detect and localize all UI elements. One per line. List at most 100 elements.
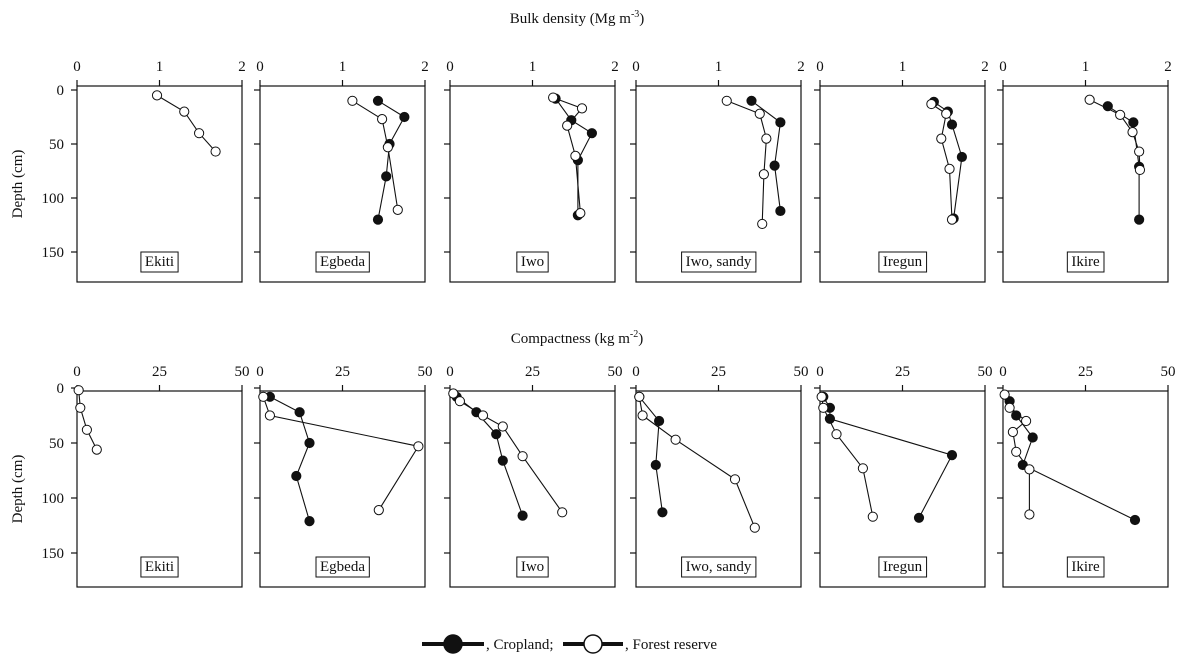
forest-point [941, 108, 952, 119]
forest-point [761, 133, 772, 144]
x-tick-label: 50 [1161, 364, 1176, 380]
cropland-point [946, 119, 958, 130]
forest-point [758, 169, 769, 180]
forest-line [726, 100, 767, 224]
x-tick-label: 0 [446, 364, 454, 380]
x-tick-label: 0 [73, 59, 81, 75]
forest-point [1024, 509, 1035, 520]
x-tick-label: 0 [256, 364, 264, 380]
x-tick-label: 2 [981, 59, 989, 75]
forest-point [392, 204, 403, 215]
x-tick-label: 0 [256, 59, 264, 75]
cropland-line [269, 396, 311, 522]
cropland-point [913, 512, 925, 523]
x-tick-label: 2 [421, 59, 429, 75]
x-tick-label: 25 [152, 364, 167, 380]
cropland-point [304, 516, 315, 527]
y-tick-label: 100 [42, 191, 65, 207]
forest-point [1084, 94, 1095, 105]
cropland-line [933, 101, 963, 219]
forest-point [179, 106, 190, 117]
forest-point [1024, 464, 1035, 475]
x-tick-label: 25 [711, 364, 726, 380]
forest-point [1011, 446, 1022, 457]
x-tick-label: 0 [632, 59, 640, 75]
panel-ikire: 0 1 2 Ikire [997, 59, 1172, 283]
y-tick-label: 50 [49, 137, 64, 153]
cropland-line [638, 396, 663, 513]
panel-iregun: 0 25 50 Iregun [814, 364, 993, 588]
forest-point [562, 120, 573, 131]
site-label-box [315, 251, 370, 273]
forest-line [352, 100, 399, 210]
cropland-point [491, 429, 502, 440]
panel-iregun: 0 1 2 Iregun [814, 59, 989, 283]
x-tick-label: 25 [525, 364, 540, 380]
forest-point [637, 410, 648, 421]
panel-iwo-sandy: 0 1 2 Iwo, sandy [630, 59, 805, 283]
cropland-point [1011, 410, 1022, 421]
forest-point [73, 385, 84, 396]
x-tick-label: 0 [816, 59, 824, 75]
x-tick-label: 50 [978, 364, 993, 380]
site-label: Iwo, sandy [686, 254, 752, 270]
cropland-point [1027, 432, 1038, 443]
legend-forest-label: , Forest reserve [625, 637, 717, 653]
forest-point [946, 214, 958, 225]
forest-point [75, 402, 86, 413]
forest-point [347, 95, 358, 106]
forest-point [576, 103, 588, 114]
site-label-box [315, 556, 370, 578]
forest-point [857, 463, 869, 474]
panel-iwo-sandy: 0 25 50 Iwo, sandy [630, 364, 809, 588]
forest-point [575, 208, 586, 219]
forest-line [78, 390, 98, 450]
panel-egbeda: 0 25 50 Egbeda [254, 364, 433, 588]
panel-ikire: 0 25 50 Ikire [997, 364, 1176, 588]
site-label-box [878, 556, 928, 578]
cropland-point [372, 214, 384, 225]
panel-ekiti: 0 1 2 0 50 100 150 Ekiti [42, 59, 246, 283]
forest-point [151, 90, 163, 101]
cropland-point [650, 459, 661, 471]
cropland-point [657, 507, 668, 518]
site-label: Iwo [521, 559, 544, 575]
forest-point [1004, 402, 1015, 413]
site-label-box [681, 251, 757, 273]
x-tick-label: 2 [797, 59, 805, 75]
forest-point [1007, 426, 1019, 438]
legend: , Cropland; , Forest reserve [422, 634, 717, 654]
cropland-point [769, 160, 780, 171]
site-label-box [516, 556, 549, 578]
forest-point [816, 391, 827, 402]
forest-point [382, 142, 393, 153]
forest-point [670, 434, 681, 445]
legend-cropland-label: , Cropland; [486, 637, 554, 653]
cropland-point [775, 205, 786, 217]
cropland-point [372, 95, 384, 106]
x-tick-label: 1 [715, 59, 723, 75]
y-tick-label: 0 [57, 83, 65, 99]
forest-point [749, 522, 760, 533]
x-tick-label: 0 [816, 364, 824, 380]
site-label: Iregun [883, 254, 923, 270]
site-label: Ekiti [145, 254, 174, 270]
forest-point [194, 128, 205, 139]
x-tick-label: 0 [446, 59, 454, 75]
cropland-point [497, 455, 508, 466]
compactness-title: Compactness (kg m-2) [511, 329, 644, 347]
forest-point [999, 389, 1010, 400]
forest-point [831, 429, 842, 440]
x-tick-label: 1 [899, 59, 907, 75]
x-tick-label: 0 [999, 59, 1007, 75]
forest-point [557, 507, 568, 518]
y-tick-label: 50 [49, 436, 64, 452]
cropland-point [399, 111, 410, 123]
x-tick-label: 0 [632, 364, 640, 380]
forest-point [258, 391, 269, 402]
forest-point [373, 505, 384, 516]
forest-point [1134, 146, 1145, 157]
cropland-point [746, 95, 757, 106]
forest-point [926, 98, 937, 110]
x-tick-label: 50 [608, 364, 623, 380]
